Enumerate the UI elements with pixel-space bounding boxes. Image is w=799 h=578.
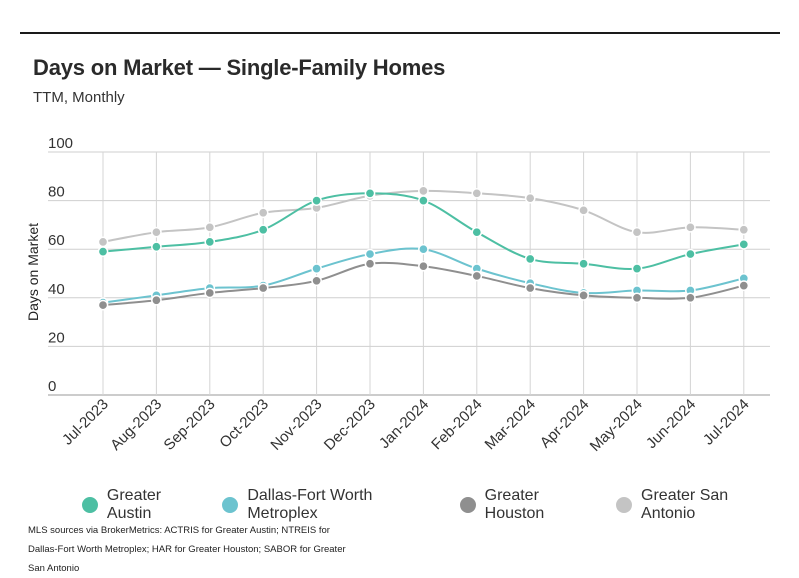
x-tick-label: Jul-2024 xyxy=(700,396,753,449)
y-tick-label: 100 xyxy=(48,135,73,152)
legend-swatch xyxy=(222,497,239,513)
data-point-greater-houston xyxy=(685,292,696,304)
data-point-greater-houston xyxy=(257,282,269,294)
data-point-greater-houston xyxy=(631,292,643,304)
data-point-greater-austin xyxy=(418,195,429,206)
x-tick-label: Jan-2024 xyxy=(376,396,432,452)
data-point-greater-houston xyxy=(524,282,536,294)
data-point-greater-san-antonio xyxy=(631,226,643,238)
data-point-greater-austin xyxy=(471,226,483,238)
data-point-greater-san-antonio xyxy=(471,187,483,199)
y-tick-label: 0 xyxy=(48,378,56,395)
data-point-greater-houston xyxy=(738,280,750,291)
data-point-greater-san-antonio xyxy=(204,221,216,233)
data-point-greater-austin xyxy=(257,224,269,236)
data-point-greater-austin xyxy=(151,241,162,253)
data-point-greater-san-antonio xyxy=(578,204,589,216)
x-tick-label: May-2024 xyxy=(587,396,646,455)
data-point-greater-houston xyxy=(418,260,429,272)
data-point-greater-austin xyxy=(204,236,216,248)
x-tick-label: Dec-2023 xyxy=(321,396,379,454)
data-point-greater-austin xyxy=(524,253,536,265)
data-point-greater-houston xyxy=(311,275,322,287)
data-point-greater-houston xyxy=(364,258,376,270)
data-point-greater-san-antonio xyxy=(97,236,109,248)
data-point-dallas-fort-worth-metroplex xyxy=(311,263,322,274)
data-point-greater-san-antonio xyxy=(151,226,162,238)
data-point-greater-austin xyxy=(97,246,109,257)
legend-item-dallas-fort-worth-metroplex: Dallas-Fort Worth Metroplex xyxy=(222,487,445,523)
data-point-greater-austin xyxy=(631,263,643,274)
chart-title: Days on Market — Single-Family Homes xyxy=(33,55,446,80)
data-point-dallas-fort-worth-metroplex xyxy=(418,243,429,255)
x-tick-label: Jun-2024 xyxy=(643,396,699,452)
x-tick-label: Mar-2024 xyxy=(482,396,539,453)
data-point-greater-austin xyxy=(685,248,696,260)
legend-item-greater-san-antonio: Greater San Antonio xyxy=(616,487,785,523)
data-point-greater-austin xyxy=(738,238,750,250)
data-point-greater-houston xyxy=(151,294,162,306)
x-tick-label: Feb-2024 xyxy=(428,396,485,453)
data-point-greater-houston xyxy=(204,287,216,299)
x-tick-label: Sep-2023 xyxy=(161,396,219,454)
legend-label: Dallas-Fort Worth Metroplex xyxy=(247,487,373,522)
x-tick-label: Oct-2023 xyxy=(216,396,272,452)
data-point-greater-houston xyxy=(471,270,483,282)
legend-swatch xyxy=(459,497,476,513)
data-point-greater-houston xyxy=(97,299,109,311)
x-tick-label: Nov-2023 xyxy=(267,396,325,454)
x-tick-label: Apr-2024 xyxy=(537,396,593,452)
y-tick-label: 20 xyxy=(48,329,65,346)
y-tick-label: 40 xyxy=(48,281,65,298)
data-point-greater-san-antonio xyxy=(685,221,696,233)
y-axis-label: Days on Market xyxy=(25,223,41,321)
data-point-greater-san-antonio xyxy=(524,192,536,204)
legend-label: Greater San Antonio xyxy=(641,487,729,522)
legend-swatch xyxy=(82,497,98,513)
data-point-greater-san-antonio xyxy=(257,207,269,219)
y-tick-label: 60 xyxy=(48,232,65,249)
data-point-greater-austin xyxy=(364,187,376,199)
data-point-greater-austin xyxy=(311,195,322,206)
x-tick-label: Jul-2023 xyxy=(59,396,112,449)
source-footnote: MLS sources via BrokerMetrics: ACTRIS fo… xyxy=(28,525,346,574)
chart-legend: Greater Austin Dallas-Fort Worth Metrople… xyxy=(82,487,799,523)
line-chart: 0 20 40 60 80 100 Jul-2023Aug-2023Sep-2023Oct-… xyxy=(25,135,770,455)
legend-label: Greater Houston xyxy=(484,487,545,522)
x-tick-label: Aug-2023 xyxy=(107,396,165,454)
legend-item-greater-austin: Greater Austin xyxy=(82,487,208,523)
data-point-greater-san-antonio xyxy=(418,185,429,197)
y-tick-label: 80 xyxy=(48,184,65,201)
legend-swatch xyxy=(616,497,633,513)
data-point-dallas-fort-worth-metroplex xyxy=(364,248,376,260)
legend-item-greater-houston: Greater Houston xyxy=(459,487,602,523)
data-point-greater-san-antonio xyxy=(738,224,750,236)
data-point-greater-austin xyxy=(578,258,589,270)
chart-subtitle: TTM, Monthly xyxy=(33,89,125,106)
legend-label: Greater Austin xyxy=(106,487,162,522)
top-rule xyxy=(20,32,780,34)
data-point-greater-houston xyxy=(578,290,589,301)
